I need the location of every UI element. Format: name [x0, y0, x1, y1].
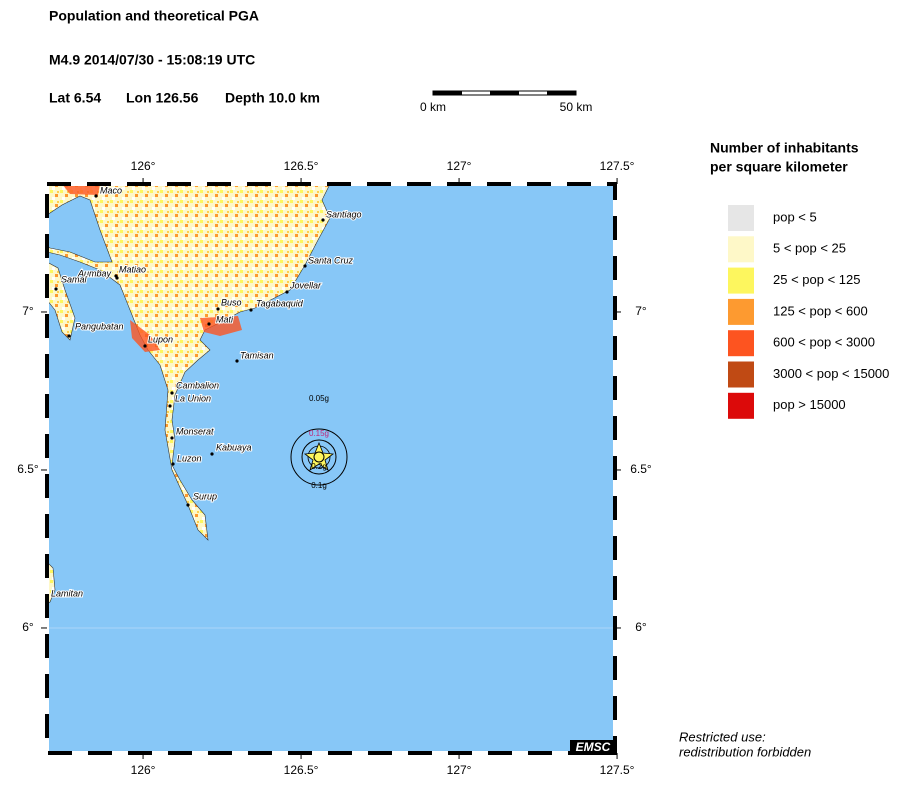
place-label: Pangubatan [75, 321, 124, 331]
place-dot [249, 308, 253, 312]
map: EMSC [45, 182, 617, 755]
place-dot [321, 218, 325, 222]
place-dot [67, 334, 71, 338]
samal-island [47, 261, 76, 341]
pga-contours [290, 428, 348, 486]
pga-label: 0.2g [311, 462, 327, 471]
place-label: Lupon [148, 334, 173, 344]
place-label: La Union [175, 393, 211, 403]
lon-tick-label: 126.5° [284, 763, 319, 777]
place-label: Jovellar [289, 280, 322, 290]
place-dot [170, 391, 174, 395]
place-dot [235, 359, 239, 363]
lon-tick-label: 127.5° [600, 763, 635, 777]
legend-label: 600 < pop < 3000 [773, 335, 875, 350]
place-dot [285, 290, 289, 294]
legend-label: 3000 < pop < 15000 [773, 366, 889, 381]
lon: Lon 126.56 [126, 90, 199, 106]
scale-bar: 0 km 50 km [420, 90, 593, 114]
legend-swatch [728, 205, 754, 231]
scale-start: 0 km [420, 100, 446, 114]
title: Population and theoretical PGA [49, 8, 259, 24]
lon-tick-label: 127.5° [600, 159, 635, 173]
legend-swatch [728, 236, 754, 263]
legend-swatch [728, 361, 754, 388]
place-label: Monserat [176, 426, 214, 436]
place-label: Aumbay [77, 268, 112, 278]
pga-label: 0.15g [309, 429, 329, 438]
place-label: Samal [61, 274, 88, 284]
legend-swatch [728, 267, 754, 294]
lon-tick-label: 126.5° [284, 159, 319, 173]
place-label: Santa Cruz [308, 255, 354, 265]
place-label: Cambalion [176, 380, 219, 390]
pga-label: 0.1g [311, 481, 327, 490]
legend-label: pop < 5 [773, 209, 817, 224]
pga-label: 0.05g [309, 394, 329, 403]
lat-tick-label: 6° [635, 620, 647, 634]
depth: Depth 10.0 km [225, 90, 320, 106]
event: M4.9 2014/07/30 - 15:08:19 UTC [49, 52, 255, 68]
frame-dash [45, 182, 617, 755]
lon-tick-label: 127° [447, 763, 472, 777]
lon-tick-label: 126° [131, 763, 156, 777]
footer: Restricted use: [679, 729, 766, 744]
lat-tick-label: 6.5° [17, 462, 39, 476]
place-dot [207, 322, 211, 326]
lat-tick-label: 6° [22, 620, 34, 634]
lat: Lat 6.54 [49, 90, 101, 106]
land [47, 184, 331, 541]
legend-label: 25 < pop < 125 [773, 272, 860, 287]
legend-label: 125 < pop < 600 [773, 303, 868, 318]
legend-label: 5 < pop < 25 [773, 241, 846, 256]
place-label: Luzon [177, 453, 202, 463]
place-dot [54, 287, 58, 291]
legend: Number of inhabitants per square kilomet… [710, 140, 889, 419]
legend-title: Number of inhabitants [710, 140, 859, 156]
place-label: Surup [193, 491, 217, 501]
place-dot [303, 264, 307, 268]
logo-box [570, 740, 616, 755]
place-label: Santiago [326, 209, 362, 219]
place-dot [45, 596, 49, 600]
place-dot [186, 503, 190, 507]
logo: EMSC [576, 740, 611, 754]
footer: redistribution forbidden [679, 744, 811, 759]
place-label: Tagabaquid [256, 298, 304, 308]
lat-tick-label: 6.5° [630, 462, 652, 476]
place-label: Mati [216, 314, 234, 324]
place-label: Buso [221, 297, 242, 307]
legend-swatch [728, 330, 754, 357]
legend-swatch [728, 298, 754, 325]
place-dot [94, 194, 98, 198]
place-dot [114, 274, 118, 278]
place-label: Kabuaya [216, 442, 252, 452]
place-label: Lamitan [51, 588, 83, 598]
scale-end: 50 km [560, 100, 593, 114]
lon-tick-label: 126° [131, 159, 156, 173]
place-label: Matiao [119, 264, 146, 274]
place-dot [171, 462, 175, 466]
legend-title: per square kilometer [710, 159, 848, 175]
lat-tick-label: 7° [635, 304, 647, 318]
place-dot [143, 344, 147, 348]
place-dot [170, 436, 174, 440]
place-label: Maco [100, 185, 122, 195]
place-dot [168, 404, 172, 408]
legend-swatch [728, 392, 754, 419]
lon-tick-label: 127° [447, 159, 472, 173]
place-label: Tamisan [240, 350, 274, 360]
lat-tick-label: 7° [22, 304, 34, 318]
place-dot [216, 307, 220, 311]
legend-label: pop > 15000 [773, 397, 846, 412]
place-dot [210, 452, 214, 456]
